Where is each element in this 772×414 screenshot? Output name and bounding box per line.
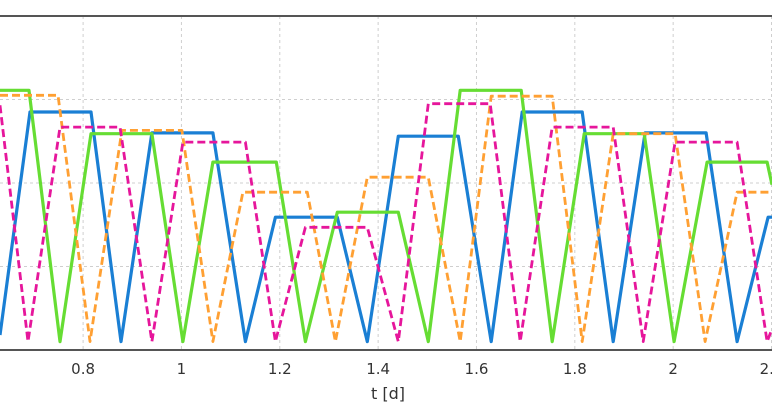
- series-lines: [0, 88, 772, 344]
- x-tick-label: 1.4: [366, 360, 390, 378]
- series-line-2: [0, 88, 772, 344]
- x-tick-label: 2: [668, 360, 678, 378]
- x-tick-labels: 0.60.811.21.41.61.822.2: [71, 360, 772, 378]
- x-tick-label: 1.2: [268, 360, 292, 378]
- x-tick-label: 1.6: [465, 360, 489, 378]
- series-line-4: [0, 102, 772, 344]
- x-tick-label: 1.8: [563, 360, 587, 378]
- x-axis-label: t [d]: [371, 384, 405, 403]
- series-line-3: [0, 93, 772, 344]
- x-tick-label: 1: [177, 360, 187, 378]
- x-tick-label: 0.8: [71, 360, 95, 378]
- series-line-1: [0, 110, 772, 344]
- x-tick-label: 2.2: [760, 360, 772, 378]
